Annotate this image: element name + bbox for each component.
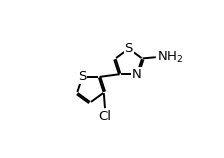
Text: Cl: Cl	[99, 110, 112, 123]
Text: S: S	[125, 42, 133, 55]
Text: NH$_2$: NH$_2$	[157, 50, 184, 65]
Text: S: S	[78, 70, 86, 83]
Text: N: N	[132, 68, 142, 81]
